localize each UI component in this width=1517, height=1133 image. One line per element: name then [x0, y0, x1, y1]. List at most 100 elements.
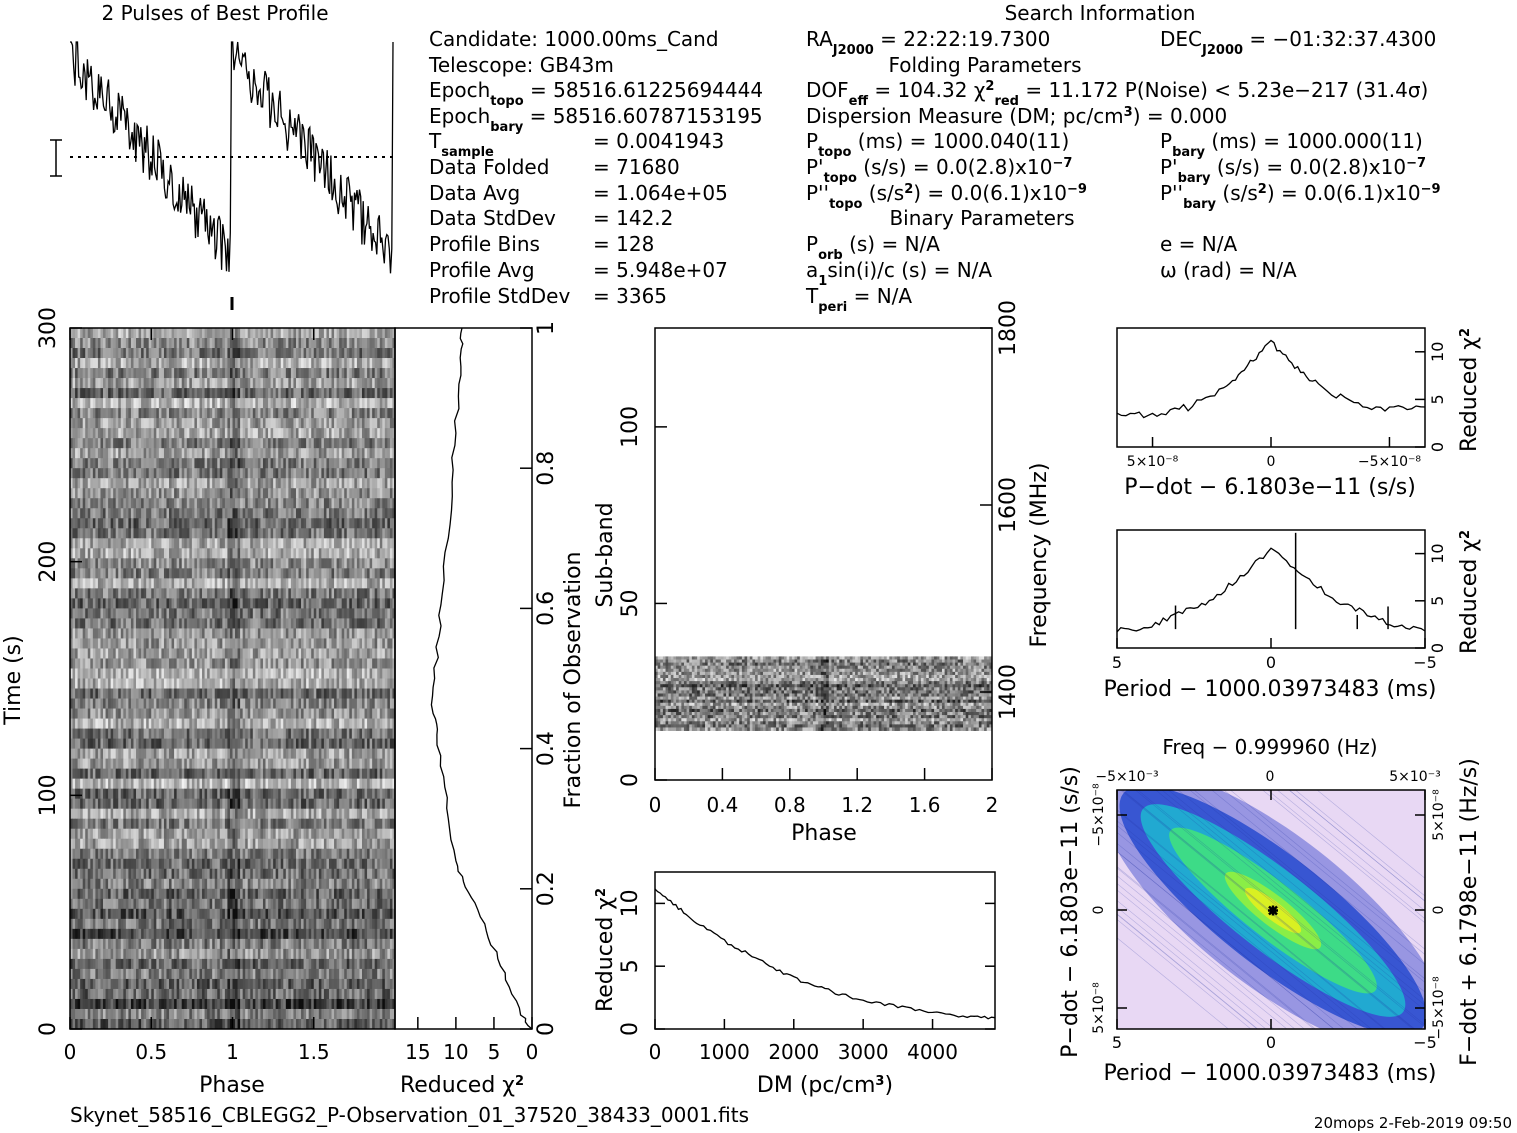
pixel [260, 638, 264, 649]
pixel [151, 348, 155, 359]
pixel [120, 338, 124, 349]
pixel [341, 548, 345, 559]
pixel [141, 438, 145, 449]
pixel [247, 638, 251, 649]
pixel [151, 578, 155, 589]
pixel [191, 628, 195, 639]
pixel [163, 618, 167, 629]
pixel [313, 658, 317, 669]
pixel [339, 328, 343, 339]
pixel [143, 698, 147, 709]
pixel [189, 608, 193, 619]
pixel [321, 498, 325, 509]
pixel [336, 468, 340, 479]
pixel [247, 508, 251, 519]
pixel [387, 488, 391, 499]
pixel [110, 348, 114, 359]
pixel [166, 628, 170, 639]
pixel [105, 578, 109, 589]
pixel [293, 398, 297, 409]
pixel [270, 608, 274, 619]
pixel [179, 478, 183, 489]
pixel [70, 418, 73, 429]
pixel [341, 628, 345, 639]
pixel [268, 528, 271, 539]
pixel [265, 418, 269, 429]
pixel [166, 378, 170, 389]
pixel [212, 408, 216, 419]
pixel [293, 638, 297, 649]
pixel [156, 638, 160, 649]
pixel [255, 478, 259, 489]
pixel [125, 538, 129, 549]
pixel [306, 478, 310, 489]
pixel [372, 468, 376, 479]
pixel [108, 488, 112, 499]
pixel [108, 598, 112, 609]
pixel [85, 708, 89, 719]
pixel [229, 438, 233, 449]
pixel [181, 408, 185, 419]
pixel [82, 558, 86, 569]
pixel [283, 448, 287, 459]
pixel [169, 658, 172, 669]
pixel [130, 378, 134, 389]
pixel [166, 668, 170, 679]
pixel [387, 408, 391, 419]
pixel [293, 408, 297, 419]
pixel [237, 328, 241, 339]
pixel [331, 338, 335, 349]
pixel [227, 588, 231, 599]
pixel [156, 368, 160, 379]
pixel [334, 648, 337, 659]
pixel [166, 458, 170, 469]
pixel [235, 508, 238, 519]
pixel [148, 378, 152, 389]
pixel [379, 698, 383, 709]
pixel [328, 408, 332, 419]
pixel [392, 448, 396, 459]
pixel [199, 328, 203, 339]
pixel [207, 538, 211, 549]
pixel [351, 708, 355, 719]
pixel [153, 468, 157, 479]
pixel [346, 368, 350, 379]
pixel [153, 328, 157, 339]
pixel [80, 678, 84, 689]
pixel [374, 688, 378, 699]
pixel [70, 668, 73, 679]
pixel [379, 478, 383, 489]
pixel [293, 438, 297, 449]
pixel [163, 698, 167, 709]
pixel [219, 648, 223, 659]
pixel [382, 508, 386, 519]
pixel [237, 478, 241, 489]
pixel [85, 408, 89, 419]
pixel [387, 508, 391, 519]
pixel [186, 538, 190, 549]
pixel [118, 508, 122, 519]
pixel [247, 388, 251, 399]
pixel [115, 528, 119, 539]
pixel [252, 698, 256, 709]
pixel [133, 568, 137, 579]
pixel [392, 568, 396, 579]
pixel [369, 338, 373, 349]
pixel [334, 448, 337, 459]
pixel [161, 478, 165, 489]
pixel [235, 658, 238, 669]
pixel [384, 518, 388, 529]
pixel [82, 688, 86, 699]
pixel [146, 438, 150, 449]
pixel [229, 498, 233, 509]
pixel [191, 448, 195, 459]
pixel [313, 328, 317, 339]
pixel [283, 328, 287, 339]
pixel [278, 528, 282, 539]
pixel [92, 378, 96, 389]
pixel [229, 558, 233, 569]
pixel [222, 438, 226, 449]
pixel [141, 698, 145, 709]
pixel [77, 588, 81, 599]
pixel [232, 528, 236, 539]
